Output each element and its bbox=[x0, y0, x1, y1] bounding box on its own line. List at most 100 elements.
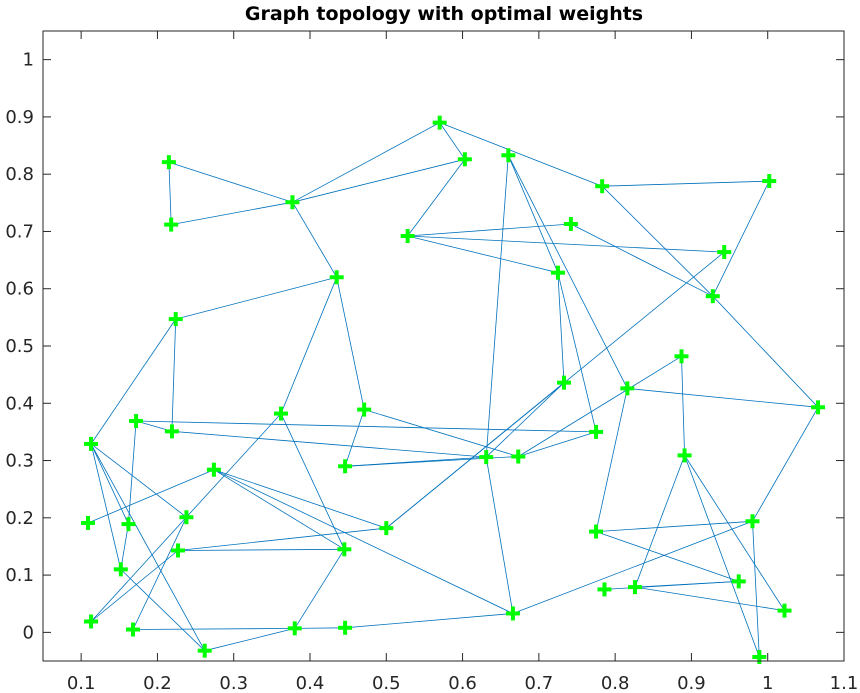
graph-edge-49 bbox=[596, 520, 753, 532]
graph-node-37 bbox=[337, 542, 352, 557]
graph-edge-51 bbox=[752, 521, 760, 658]
graph-node-19 bbox=[357, 402, 372, 417]
graph-edge-4 bbox=[507, 155, 559, 273]
graph-edge-61 bbox=[177, 527, 387, 551]
graph-node-15 bbox=[674, 349, 689, 364]
graph-edge-54 bbox=[634, 581, 739, 588]
graph-edge-16 bbox=[570, 223, 713, 297]
graph-edge-67 bbox=[294, 549, 345, 629]
graph-edge-36 bbox=[90, 443, 122, 570]
graph-edge-17 bbox=[407, 235, 558, 274]
graph-node-18 bbox=[811, 400, 826, 415]
graph-node-9 bbox=[563, 217, 578, 232]
x-tick-label: 1.1 bbox=[830, 673, 859, 693]
y-tick-label: 0.9 bbox=[5, 107, 34, 128]
graph-edge-35 bbox=[90, 443, 187, 518]
graph-edge-22 bbox=[336, 277, 365, 410]
y-tick-label: 0.7 bbox=[5, 221, 34, 242]
x-tick-label: 0.9 bbox=[677, 673, 706, 693]
graph-node-46 bbox=[505, 606, 520, 621]
graph-edge-57 bbox=[345, 613, 513, 629]
graph-edge-9 bbox=[171, 201, 293, 225]
graph-node-11 bbox=[550, 265, 565, 280]
graph-node-27 bbox=[338, 459, 353, 474]
graph-node-4 bbox=[595, 179, 610, 194]
x-tick-label: 1 bbox=[762, 673, 773, 693]
graph-edge-43 bbox=[595, 388, 628, 532]
graph-node-30 bbox=[81, 515, 96, 530]
graph-node-45 bbox=[338, 620, 353, 635]
graph-node-2 bbox=[501, 148, 516, 163]
graph-node-39 bbox=[731, 574, 746, 589]
graph-edge-74 bbox=[485, 382, 565, 458]
graph-edge-13 bbox=[712, 180, 770, 297]
graph-edge-73 bbox=[518, 431, 597, 457]
graph-edge-63 bbox=[213, 469, 345, 550]
graph-node-14 bbox=[168, 312, 183, 327]
graph-node-49 bbox=[752, 649, 767, 664]
graph-node-26 bbox=[511, 449, 526, 464]
graph-edge-28 bbox=[280, 413, 345, 550]
graph-node-23 bbox=[84, 436, 99, 451]
graph-edge-19 bbox=[557, 272, 597, 432]
graph-edge-70 bbox=[120, 569, 205, 651]
y-tick-label: 0.1 bbox=[5, 565, 34, 586]
graph-edge-12 bbox=[601, 185, 714, 297]
graph-node-0 bbox=[432, 115, 447, 130]
graph-node-47 bbox=[777, 603, 792, 618]
graph-edge-68 bbox=[90, 550, 179, 622]
graph-edge-48 bbox=[684, 455, 785, 611]
graph-node-16 bbox=[557, 375, 572, 390]
graph-edge-46 bbox=[634, 455, 685, 588]
graph-edge-2 bbox=[292, 158, 465, 203]
graph-edge-56 bbox=[634, 586, 785, 611]
y-tick-label: 0.5 bbox=[5, 336, 34, 357]
graph-node-13 bbox=[705, 289, 720, 304]
graph-edge-45 bbox=[485, 457, 514, 614]
x-tick-label: 0.1 bbox=[67, 673, 96, 693]
graph-edge-8 bbox=[168, 162, 172, 225]
x-tick-label: 0.8 bbox=[601, 673, 630, 693]
ticks-layer: 0.1 0.2 0.3 0.4 0.5 0.6 0.7 0.8 0.9 1 1.1 0 0.1 0.2 0.… bbox=[5, 31, 858, 693]
graph-edge-69 bbox=[120, 524, 129, 570]
y-tick-label: 0.6 bbox=[5, 279, 34, 300]
graph-edge-24 bbox=[90, 318, 177, 445]
graph-node-34 bbox=[589, 524, 604, 539]
graph-edge-42 bbox=[627, 388, 819, 408]
graph-node-33 bbox=[379, 521, 394, 536]
graph-node-42 bbox=[84, 614, 99, 629]
graph-node-35 bbox=[745, 514, 760, 529]
y-tick-label: 0 bbox=[23, 622, 34, 643]
graph-edge-39 bbox=[518, 355, 682, 457]
chart-title: Graph topology with optimal weights bbox=[245, 3, 643, 25]
graph-edge-25 bbox=[171, 319, 177, 432]
graph-edge-64 bbox=[213, 469, 514, 614]
graph-edge-3 bbox=[407, 159, 466, 237]
graph-node-22 bbox=[164, 424, 179, 439]
graph-node-43 bbox=[126, 622, 141, 637]
graph-edge-66 bbox=[87, 469, 215, 524]
graph-edge-14 bbox=[407, 223, 571, 237]
graph-node-32 bbox=[179, 510, 194, 525]
graph-edge-0 bbox=[292, 122, 440, 203]
graph-edge-27 bbox=[364, 409, 519, 457]
x-tick-label: 0.4 bbox=[296, 673, 325, 693]
nodes-layer bbox=[81, 115, 826, 664]
graph-node-10 bbox=[717, 245, 732, 260]
graph-node-38 bbox=[113, 562, 128, 577]
x-tick-label: 0.7 bbox=[525, 673, 554, 693]
graph-node-31 bbox=[121, 517, 136, 532]
graph-edge-10 bbox=[292, 201, 338, 278]
graph-edge-1 bbox=[439, 122, 603, 187]
y-tick-label: 0.4 bbox=[5, 393, 34, 414]
graph-node-28 bbox=[677, 448, 692, 463]
x-tick-label: 0.5 bbox=[372, 673, 401, 693]
y-tick-label: 0.2 bbox=[5, 508, 34, 529]
edges-layer bbox=[87, 122, 819, 658]
graph-node-41 bbox=[627, 580, 642, 595]
graph-edge-60 bbox=[132, 517, 187, 630]
graph-node-21 bbox=[129, 414, 144, 429]
graph-node-48 bbox=[197, 643, 212, 658]
